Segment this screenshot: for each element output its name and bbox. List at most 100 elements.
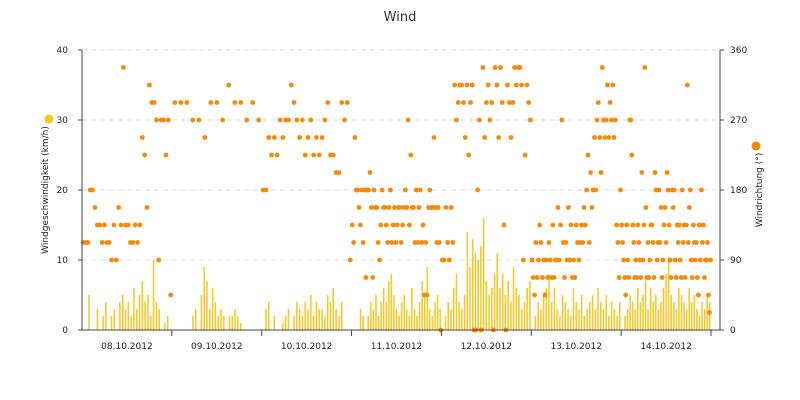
direction-point <box>592 135 597 140</box>
speed-bar <box>482 218 485 330</box>
speed-bar <box>619 302 621 330</box>
direction-point <box>250 100 256 105</box>
speed-bar <box>88 295 90 330</box>
direction-point <box>584 187 590 193</box>
direction-point <box>300 117 305 123</box>
direction-point <box>411 205 416 210</box>
direction-point <box>545 275 550 280</box>
direction-point <box>165 117 171 123</box>
speed-bar <box>418 302 421 330</box>
direction-point <box>705 240 710 245</box>
direction-point <box>675 240 681 245</box>
speed-bar <box>411 288 413 330</box>
direction-point <box>118 222 124 228</box>
direction-point <box>546 240 552 245</box>
direction-point <box>656 187 662 193</box>
direction-point <box>371 187 377 193</box>
speed-bar <box>370 302 372 330</box>
direction-point <box>294 117 300 123</box>
direction-point <box>109 257 114 263</box>
speed-bar <box>203 267 205 330</box>
speed-bar <box>388 281 390 330</box>
speed-bar <box>512 267 515 330</box>
speed-bar <box>698 316 701 330</box>
direction-point <box>263 187 269 193</box>
direction-point <box>530 275 536 280</box>
direction-point <box>687 187 693 193</box>
direction-point <box>593 187 599 193</box>
direction-point <box>704 257 709 263</box>
direction-point <box>408 152 414 158</box>
left-tick-label: 40 <box>57 46 69 56</box>
speed-bar <box>466 232 469 330</box>
direction-point <box>608 117 614 123</box>
speed-bar <box>393 295 395 330</box>
speed-bar <box>613 309 616 330</box>
speed-bar <box>211 288 214 330</box>
speed-bar <box>304 302 306 330</box>
direction-point <box>172 100 178 105</box>
direction-point <box>700 240 705 245</box>
speed-bar <box>158 309 160 330</box>
speed-bar <box>312 316 315 330</box>
direction-point <box>382 205 388 210</box>
speed-bar <box>431 316 434 330</box>
direction-point <box>111 222 117 228</box>
speed-bar <box>488 295 490 330</box>
direction-point <box>85 240 91 245</box>
direction-point <box>638 275 644 280</box>
speed-bar <box>652 302 654 330</box>
direction-point <box>424 292 430 298</box>
direction-point <box>389 240 395 245</box>
speed-bar <box>223 316 225 330</box>
x-tick-label: 11.10.2012 <box>371 342 423 352</box>
speed-bar <box>629 295 631 330</box>
chart-title: Wind <box>384 10 417 25</box>
speed-bars <box>88 218 711 330</box>
direction-point <box>551 275 557 280</box>
speed-bar <box>315 302 318 330</box>
speed-bar <box>287 309 290 330</box>
speed-bar <box>548 274 550 330</box>
speed-bar <box>642 295 644 330</box>
speed-bar <box>469 267 471 330</box>
direction-point <box>537 222 543 228</box>
direction-point <box>168 292 174 298</box>
direction-point <box>356 205 362 210</box>
direction-point <box>90 187 96 193</box>
direction-point <box>202 135 208 140</box>
speed-bar <box>599 302 602 330</box>
direction-point <box>665 187 671 193</box>
direction-point <box>692 257 698 263</box>
direction-point <box>615 240 621 245</box>
speed-bar <box>408 316 411 330</box>
direction-point <box>379 187 385 193</box>
speed-bar <box>206 281 208 330</box>
direction-point <box>576 257 582 263</box>
speed-bar <box>578 309 580 330</box>
speed-bar <box>644 281 647 330</box>
direction-point <box>375 240 381 245</box>
speed-bar <box>144 302 146 330</box>
direction-point <box>358 222 363 228</box>
speed-bar <box>105 302 107 330</box>
direction-legend-marker[interactable] <box>751 141 761 151</box>
direction-point <box>347 257 353 263</box>
speed-bar <box>110 316 113 330</box>
direction-point <box>487 117 493 123</box>
direction-point <box>517 65 523 70</box>
speed-bar <box>150 316 152 330</box>
direction-point <box>106 240 112 245</box>
direction-point <box>144 205 150 210</box>
left-axis-ticks: 0 10 20 30 40 <box>57 46 82 336</box>
direction-point <box>475 187 480 193</box>
right-tick-label: 90 <box>730 256 742 266</box>
direction-point <box>374 205 380 210</box>
speed-legend-marker[interactable] <box>44 114 54 124</box>
direction-point <box>567 257 573 263</box>
direction-point <box>642 65 648 70</box>
direction-point <box>559 117 565 123</box>
direction-point <box>454 117 459 123</box>
direction-point <box>580 240 586 245</box>
speed-bar <box>491 288 493 330</box>
